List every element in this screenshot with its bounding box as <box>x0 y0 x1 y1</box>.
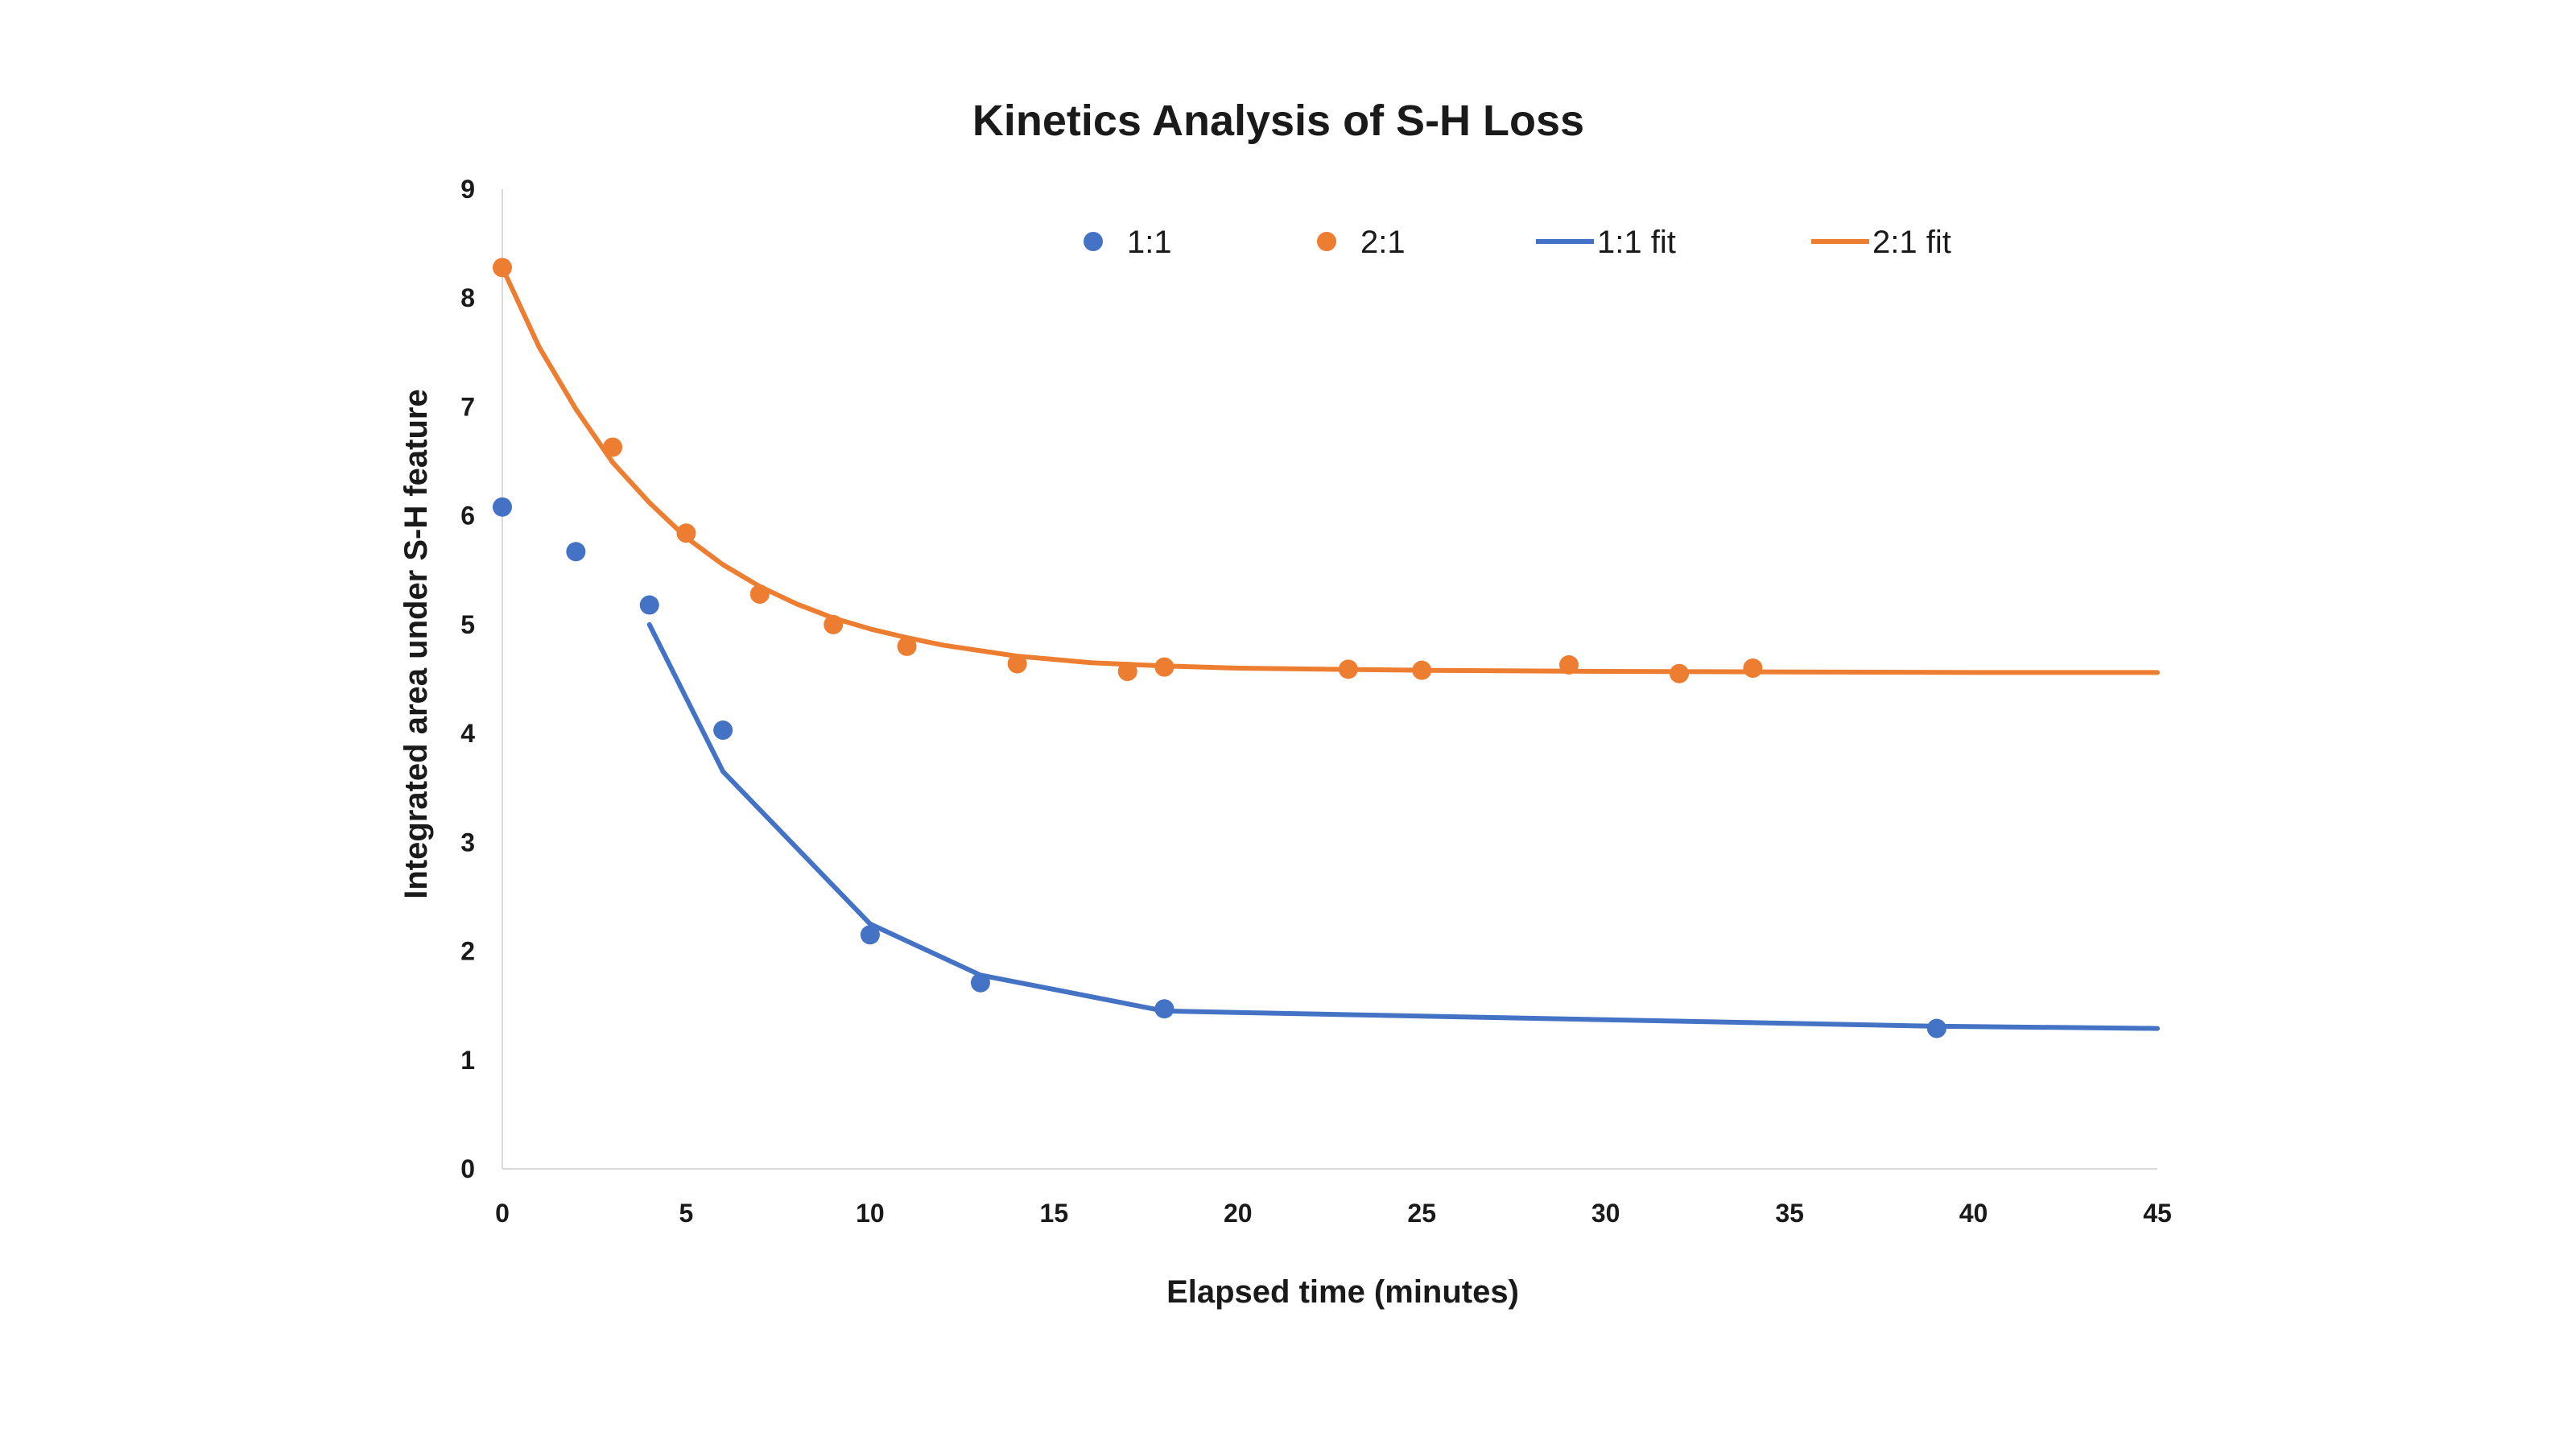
legend-item: 1:1 <box>1084 225 1172 260</box>
legend-item: 2:1 <box>1317 225 1406 260</box>
data-point-series-1 <box>493 497 512 517</box>
data-point-series-2 <box>824 614 844 634</box>
fit-lines <box>500 265 2160 1031</box>
legend-marker <box>1084 232 1103 251</box>
x-tick-label: 15 <box>1040 1199 1069 1228</box>
data-point-series-2 <box>1117 662 1137 682</box>
series-line-3 <box>646 621 2160 1031</box>
x-tick-labels: 0 5 10 15 20 25 30 35 40 45 <box>495 1199 2172 1228</box>
data-point-series-1 <box>1926 1018 1946 1038</box>
x-tick-label: 5 <box>679 1199 694 1228</box>
data-point-series-1 <box>713 720 733 741</box>
y-tick-label: 8 <box>460 283 475 312</box>
data-point-series-2 <box>897 636 917 656</box>
y-tick-label: 0 <box>460 1154 475 1183</box>
x-axis-title: Elapsed time (minutes) <box>1166 1274 1519 1310</box>
legend-item: 1:1 fit <box>1536 225 1676 260</box>
y-tick-label: 7 <box>460 392 475 421</box>
y-axis-title: Integrated area under S-H feature <box>398 389 434 899</box>
y-tick-label: 5 <box>460 610 475 639</box>
legend-label: 1:1 fit <box>1597 225 1676 260</box>
y-tick-label: 4 <box>460 719 475 748</box>
data-point-series-2 <box>1007 654 1027 674</box>
data-point-series-1 <box>970 972 990 993</box>
y-tick-label: 3 <box>460 828 475 857</box>
x-tick-label: 20 <box>1224 1199 1253 1228</box>
legend-marker <box>1317 232 1336 251</box>
data-point-series-2 <box>749 584 770 605</box>
axes <box>502 189 2157 1170</box>
data-point-series-2 <box>1412 660 1432 680</box>
data-point-series-2 <box>1743 658 1763 678</box>
legend-label: 1:1 <box>1127 225 1172 260</box>
x-tick-label: 25 <box>1407 1199 1436 1228</box>
data-point-series-1 <box>639 595 659 615</box>
data-point-series-2 <box>603 437 623 457</box>
data-point-series-2 <box>676 523 696 543</box>
data-point-series-2 <box>1670 663 1690 683</box>
x-tick-label: 35 <box>1775 1199 1804 1228</box>
data-point-series-2 <box>493 258 512 278</box>
y-tick-label: 2 <box>460 937 475 966</box>
legend-label: 2:1 <box>1360 225 1406 260</box>
x-tick-label: 30 <box>1591 1199 1620 1228</box>
data-markers <box>493 258 1946 1038</box>
x-tick-label: 40 <box>1959 1199 1988 1228</box>
x-tick-label: 0 <box>495 1199 510 1228</box>
data-point-series-2 <box>1154 657 1174 677</box>
legend: 1:1 2:1 1:1 fit 2:1 fit <box>1084 225 1951 260</box>
chart-title: Kinetics Analysis of S-H Loss <box>972 97 1584 145</box>
legend-label: 2:1 fit <box>1872 225 1951 260</box>
data-point-series-1 <box>566 542 586 562</box>
x-tick-label: 45 <box>2143 1199 2172 1228</box>
data-point-series-1 <box>860 925 880 945</box>
legend-item: 2:1 fit <box>1811 225 1951 260</box>
y-tick-label: 6 <box>460 502 475 530</box>
y-tick-labels: 0 1 2 3 4 5 6 7 8 9 <box>460 175 475 1183</box>
y-tick-label: 9 <box>460 175 475 204</box>
data-point-series-2 <box>1338 659 1358 679</box>
data-point-series-1 <box>1154 999 1174 1019</box>
data-point-series-2 <box>1558 654 1579 675</box>
series-line-4 <box>500 265 2160 675</box>
y-tick-label: 1 <box>460 1046 475 1075</box>
x-tick-label: 10 <box>856 1199 885 1228</box>
